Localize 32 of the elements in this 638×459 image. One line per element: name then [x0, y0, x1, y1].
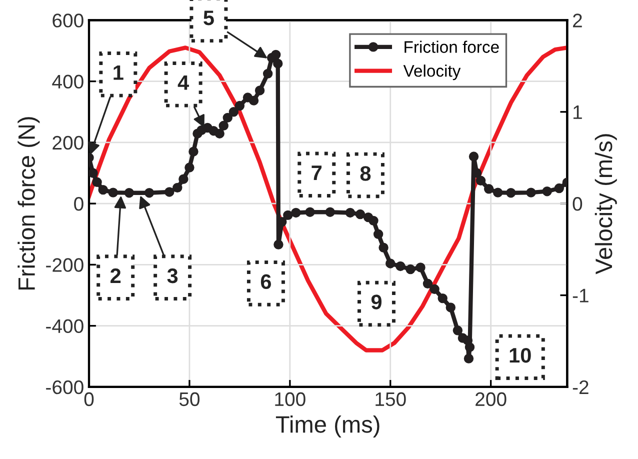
y-tick-label: -600 — [46, 380, 84, 394]
y2-tick-label: 1 — [574, 106, 582, 119]
legend-label: Friction force — [404, 40, 499, 53]
x-tick-label: 200 — [476, 392, 506, 406]
annotation: 8 — [360, 166, 371, 181]
y-axis-title: Friction force (N) — [18, 117, 40, 290]
annotation: 3 — [167, 268, 178, 284]
x-tick-label: 50 — [179, 392, 200, 406]
x-tick-label: 0 — [84, 392, 94, 406]
y2-tick-label: -1 — [572, 288, 588, 302]
x-axis-title: Time (ms) — [276, 415, 380, 438]
x-tick-label: 150 — [376, 392, 406, 406]
annotation: 4 — [178, 75, 189, 90]
y2-tick-label: 2 — [573, 14, 582, 28]
annotation: 2 — [110, 268, 121, 283]
x-tick-label: 100 — [275, 392, 306, 406]
y-tick-label: 600 — [52, 14, 84, 28]
y-tick-label: -200 — [46, 258, 84, 272]
y-tick-label: 0 — [74, 197, 84, 211]
y-tick-label: -400 — [46, 319, 84, 334]
y2-axis-title: Velocity (m/s) — [594, 134, 617, 274]
y2-tick-label: -2 — [572, 380, 588, 394]
y-tick-label: 400 — [52, 74, 84, 89]
annotation: 10 — [510, 348, 531, 363]
annotation: 9 — [371, 294, 382, 310]
y-tick-label: 200 — [52, 136, 84, 150]
legend-label: Velocity — [403, 64, 461, 80]
annotation: 5 — [204, 10, 214, 26]
annotation: 6 — [260, 274, 272, 289]
y2-tick-label: 0 — [572, 197, 582, 211]
annotation: 1 — [114, 65, 124, 80]
annotation: 7 — [312, 166, 322, 180]
